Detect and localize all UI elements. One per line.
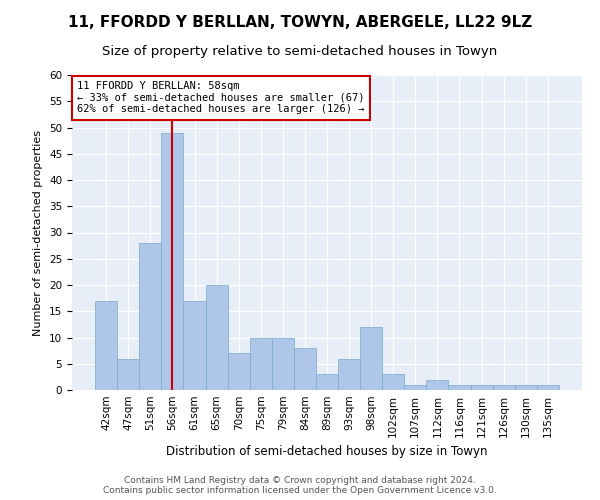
Bar bbox=[227, 353, 250, 390]
Y-axis label: Number of semi-detached properties: Number of semi-detached properties bbox=[34, 130, 43, 336]
Text: 11 FFORDD Y BERLLAN: 58sqm
← 33% of semi-detached houses are smaller (67)
62% of: 11 FFORDD Y BERLLAN: 58sqm ← 33% of semi… bbox=[77, 82, 365, 114]
Bar bbox=[294, 348, 316, 390]
Bar bbox=[338, 358, 360, 390]
Bar bbox=[161, 132, 184, 390]
Bar bbox=[470, 385, 493, 390]
Bar bbox=[537, 385, 559, 390]
Bar bbox=[250, 338, 272, 390]
Text: 11, FFORDD Y BERLLAN, TOWYN, ABERGELE, LL22 9LZ: 11, FFORDD Y BERLLAN, TOWYN, ABERGELE, L… bbox=[68, 15, 532, 30]
X-axis label: Distribution of semi-detached houses by size in Towyn: Distribution of semi-detached houses by … bbox=[166, 446, 488, 458]
Bar bbox=[139, 243, 161, 390]
Bar bbox=[382, 374, 404, 390]
Bar bbox=[316, 374, 338, 390]
Bar bbox=[404, 385, 427, 390]
Bar bbox=[360, 327, 382, 390]
Bar bbox=[117, 358, 139, 390]
Bar bbox=[515, 385, 537, 390]
Bar bbox=[184, 300, 206, 390]
Text: Size of property relative to semi-detached houses in Towyn: Size of property relative to semi-detach… bbox=[103, 45, 497, 58]
Bar bbox=[206, 285, 227, 390]
Bar bbox=[427, 380, 448, 390]
Bar bbox=[448, 385, 470, 390]
Bar bbox=[493, 385, 515, 390]
Bar bbox=[95, 300, 117, 390]
Bar bbox=[272, 338, 294, 390]
Text: Contains HM Land Registry data © Crown copyright and database right 2024.
Contai: Contains HM Land Registry data © Crown c… bbox=[103, 476, 497, 495]
